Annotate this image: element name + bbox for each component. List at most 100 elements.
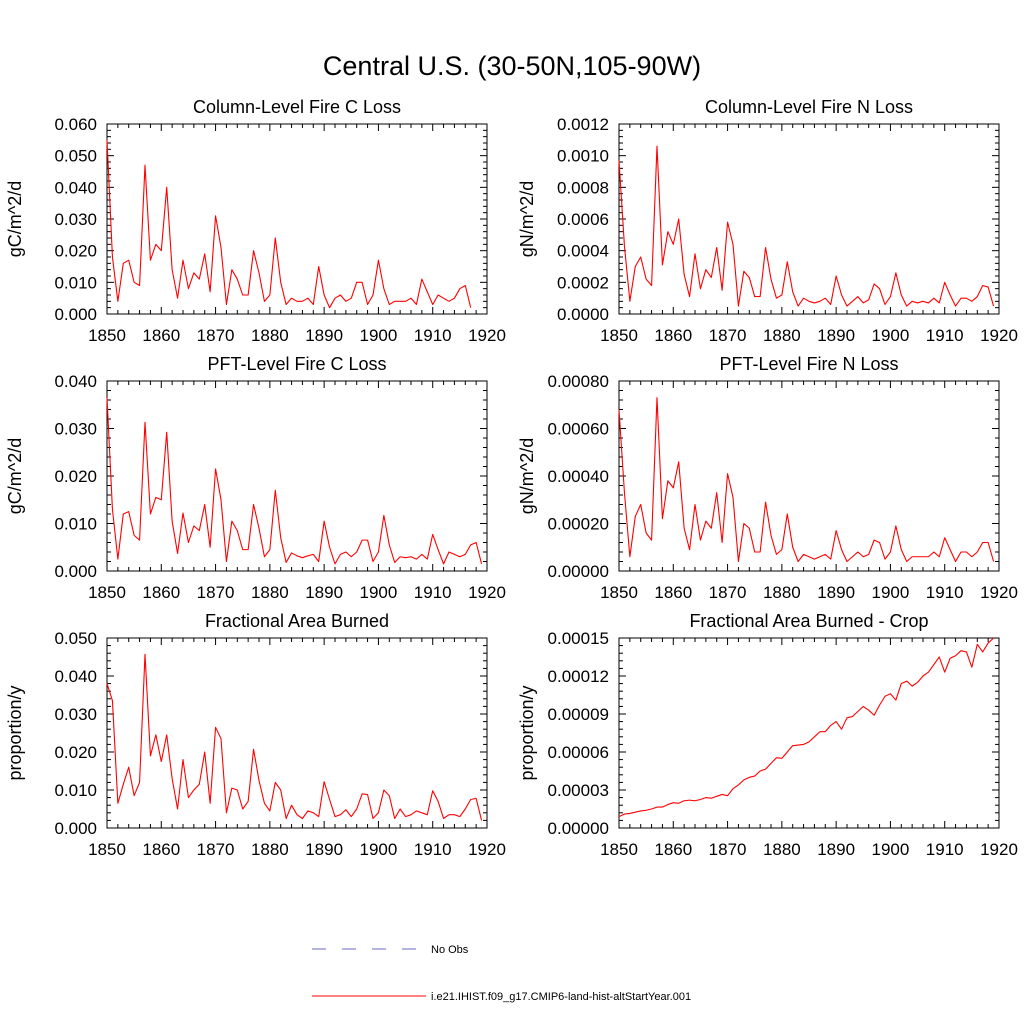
x-tick-label: 1850 — [88, 583, 126, 602]
x-tick-label: 1910 — [926, 326, 964, 345]
x-tick-label: 1870 — [709, 840, 747, 859]
y-tick-label: 0.00015 — [548, 629, 609, 648]
figure-title: Central U.S. (30-50N,105-90W) — [323, 51, 701, 81]
y-tick-label: 0.040 — [54, 178, 97, 197]
x-tick-label: 1850 — [88, 326, 126, 345]
chart-panel: Column-Level Fire N Loss gN/m^2/d 1850 1860… — [517, 97, 1018, 345]
x-tick-label: 1920 — [980, 583, 1018, 602]
chart-panels: Column-Level Fire C Loss gC/m^2/d 1850 1860… — [5, 97, 1018, 859]
x-tick-label: 1880 — [763, 326, 801, 345]
y-tick-label: 0.040 — [54, 667, 97, 686]
y-tick-label: 0.030 — [54, 705, 97, 724]
x-tick-label: 1860 — [142, 840, 180, 859]
y-tick-label: 0.020 — [54, 467, 97, 486]
x-tick-label: 1900 — [872, 583, 910, 602]
chart-title: PFT-Level Fire N Loss — [719, 354, 898, 374]
x-tick-label: 1890 — [817, 583, 855, 602]
y-tick-label: 0.010 — [54, 515, 97, 534]
x-tick-label: 1870 — [709, 583, 747, 602]
x-tick-label: 1880 — [763, 840, 801, 859]
x-tick-label: 1920 — [468, 326, 506, 345]
x-tick-label: 1870 — [197, 583, 235, 602]
y-tick-label: 0.00040 — [548, 467, 609, 486]
y-tick-label: 0.000 — [54, 305, 97, 324]
x-tick-label: 1860 — [654, 583, 692, 602]
y-axis-label: proportion/y — [517, 685, 537, 780]
y-tick-label: 0.0004 — [557, 242, 609, 261]
y-tick-label: 0.0012 — [557, 115, 609, 134]
chart-panel: Fractional Area Burned - Crop proportion/… — [517, 611, 1018, 859]
y-tick-label: 0.00080 — [548, 372, 609, 391]
x-tick-label: 1910 — [926, 583, 964, 602]
chart-title: Column-Level Fire C Loss — [193, 97, 401, 117]
y-tick-label: 0.000 — [54, 819, 97, 838]
y-tick-label: 0.000 — [54, 562, 97, 581]
x-tick-label: 1900 — [872, 840, 910, 859]
y-tick-label: 0.030 — [54, 210, 97, 229]
x-tick-label: 1860 — [654, 326, 692, 345]
x-tick-label: 1920 — [468, 840, 506, 859]
y-tick-label: 0.030 — [54, 420, 97, 439]
x-tick-label: 1920 — [980, 840, 1018, 859]
x-tick-label: 1860 — [142, 583, 180, 602]
y-tick-label: 0.010 — [54, 273, 97, 292]
x-tick-label: 1910 — [414, 840, 452, 859]
y-axis-label: gN/m^2/d — [517, 181, 537, 257]
y-tick-label: 0.00006 — [548, 743, 609, 762]
x-tick-label: 1890 — [305, 840, 343, 859]
model-series-line — [106, 139, 472, 309]
plot-frame — [106, 637, 488, 829]
legend: No Obs i.e21.IHIST.f09_g17.CMIP6-land-hi… — [312, 944, 691, 1003]
x-tick-label: 1870 — [709, 326, 747, 345]
y-tick-label: 0.00000 — [548, 562, 609, 581]
y-tick-label: 0.00060 — [548, 420, 609, 439]
chart-title: Column-Level Fire N Loss — [705, 97, 913, 117]
chart-panel: PFT-Level Fire N Loss gN/m^2/d 1850 1860 187… — [517, 354, 1018, 602]
y-tick-label: 0.010 — [54, 781, 97, 800]
y-tick-label: 0.050 — [54, 629, 97, 648]
x-tick-label: 1890 — [817, 840, 855, 859]
plot-frame — [618, 637, 1000, 829]
x-tick-label: 1910 — [414, 326, 452, 345]
x-tick-label: 1850 — [600, 326, 638, 345]
x-tick-label: 1880 — [251, 326, 289, 345]
x-tick-label: 1910 — [926, 840, 964, 859]
y-tick-label: 0.020 — [54, 242, 97, 261]
x-tick-label: 1920 — [468, 583, 506, 602]
x-tick-label: 1900 — [872, 326, 910, 345]
chart-panel: Fractional Area Burned proportion/y 1850 18… — [5, 611, 506, 859]
model-series-line — [618, 145, 995, 307]
y-axis-label: gC/m^2/d — [5, 181, 25, 257]
y-tick-label: 0.00020 — [548, 515, 609, 534]
y-tick-label: 0.0002 — [557, 273, 609, 292]
legend-obs-label: No Obs — [431, 944, 469, 956]
x-tick-label: 1910 — [414, 583, 452, 602]
y-tick-label: 0.00003 — [548, 781, 609, 800]
y-tick-label: 0.050 — [54, 147, 97, 166]
y-axis-label: gN/m^2/d — [517, 438, 537, 514]
y-tick-label: 0.0008 — [557, 178, 609, 197]
x-tick-label: 1900 — [360, 583, 398, 602]
x-tick-label: 1920 — [980, 326, 1018, 345]
x-tick-label: 1900 — [360, 326, 398, 345]
y-tick-label: 0.0010 — [557, 147, 609, 166]
model-series-line — [106, 397, 483, 565]
x-tick-label: 1880 — [251, 583, 289, 602]
y-tick-label: 0.0006 — [557, 210, 609, 229]
y-tick-label: 0.00012 — [548, 667, 609, 686]
y-axis-label: proportion/y — [5, 685, 25, 780]
y-tick-label: 0.020 — [54, 743, 97, 762]
x-tick-label: 1870 — [197, 326, 235, 345]
x-tick-label: 1890 — [305, 326, 343, 345]
chart-panel: PFT-Level Fire C Loss gC/m^2/d 1850 1860 187… — [5, 354, 506, 602]
chart-title: Fractional Area Burned - Crop — [689, 611, 928, 631]
y-tick-label: 0.0000 — [557, 305, 609, 324]
x-tick-label: 1890 — [817, 326, 855, 345]
model-series-line — [106, 653, 483, 821]
y-tick-label: 0.060 — [54, 115, 97, 134]
x-tick-label: 1900 — [360, 840, 398, 859]
chart-title: PFT-Level Fire C Loss — [207, 354, 386, 374]
y-tick-label: 0.00009 — [548, 705, 609, 724]
